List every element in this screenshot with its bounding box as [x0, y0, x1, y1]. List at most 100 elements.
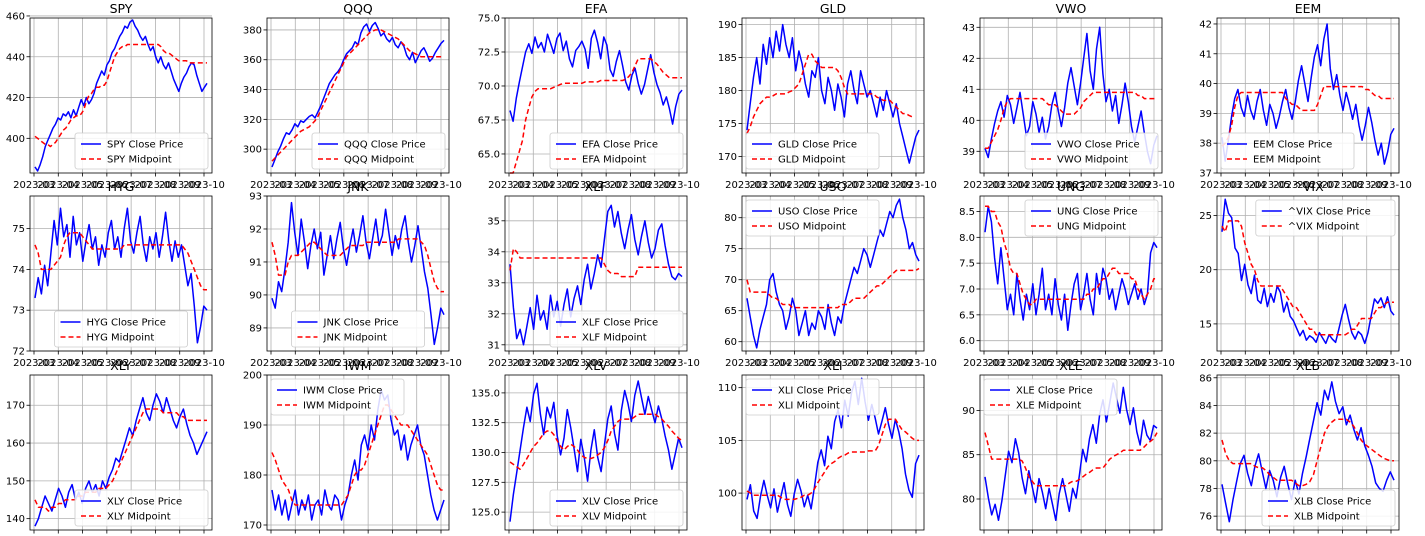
x-tick-label: 2023-08: [847, 180, 889, 191]
y-tick-label: 160: [6, 439, 25, 450]
x-tick-label: 2023-09: [1109, 358, 1151, 369]
legend: QQQ Close Price QQQ Midpoint: [311, 132, 446, 170]
axes-frame: [29, 374, 213, 531]
y-tick-label: 132.5: [471, 418, 500, 429]
subplot-title: QQQ: [343, 1, 373, 16]
y-tick-label: 72: [12, 347, 25, 358]
x-tick-label: 2023-07: [1297, 180, 1339, 191]
x-tick-label: 2023-04: [749, 358, 791, 369]
x-tick-label: 2023-10: [1370, 358, 1412, 369]
legend: XLY Close Price XLY Midpoint: [74, 489, 209, 527]
close-price-line: [509, 204, 683, 346]
axes-frame: [741, 374, 925, 531]
subplot-iwm: IWM1701801902002023-032023-042023-052023…: [243, 358, 450, 534]
midpoint-line: [271, 238, 444, 293]
subplot-ung: UNG6.06.57.07.58.08.52023-032023-042023-…: [959, 179, 1175, 369]
subplot-hyg: HYG727374752023-032023-042023-052023-062…: [12, 179, 225, 369]
x-tick-label: 2023-04: [512, 180, 554, 191]
x-tick-label: 2023-05: [1012, 180, 1054, 191]
y-tick-label: 400: [6, 134, 25, 145]
y-tick-label: 90: [962, 406, 975, 417]
y-tick-label: 420: [6, 93, 25, 104]
x-tick-label: 2023-04: [512, 358, 554, 369]
x-tick-label: 2023-09: [1109, 180, 1151, 191]
x-tick-label: 2023-05: [299, 180, 341, 191]
legend-close-label: EEM Close Price: [1253, 140, 1332, 151]
x-tick-label: 2023-06: [798, 358, 840, 369]
close-price-line: [746, 23, 920, 164]
y-tick-label: 42: [962, 54, 975, 65]
legend: EEM Close Price EEM Midpoint: [1220, 132, 1355, 170]
legend-box: [745, 132, 880, 170]
y-tick-label: 25: [1199, 211, 1212, 222]
x-tick-label: 2023-09: [1346, 358, 1388, 369]
subplot-title: XLF: [585, 179, 608, 194]
axes-frame: [741, 195, 925, 352]
x-tick-label: 2023-03: [13, 180, 55, 191]
x-tick-label: 2023-05: [299, 358, 341, 369]
legend-midpoint-label: XLB Midpoint: [1294, 512, 1360, 523]
x-tick-label: 2023-10: [1133, 180, 1175, 191]
legend: GLD Close Price GLD Midpoint: [745, 132, 880, 170]
y-tick-label: 82: [1199, 429, 1212, 440]
legend-midpoint-label: XLY Midpoint: [107, 512, 171, 523]
legend-box: [1255, 199, 1396, 237]
x-tick-label: 2023-07: [347, 180, 389, 191]
y-tick-label: 33: [487, 278, 500, 289]
x-tick-label: 2023-10: [1133, 358, 1175, 369]
x-tick-label: 2023-04: [749, 180, 791, 191]
legend-box: [549, 489, 684, 527]
legend-midpoint-label: VWO Midpoint: [1057, 155, 1128, 166]
x-tick-label: 2023-03: [725, 180, 767, 191]
axes-frame: [504, 17, 688, 174]
subplot-qqq: QQQ3003203403603802023-032023-042023-052…: [243, 1, 462, 191]
legend-close-label: XLF Close Price: [582, 318, 658, 329]
x-tick-label: 2023-08: [372, 180, 414, 191]
legend-close-label: XLB Close Price: [1294, 497, 1371, 508]
y-tick-label: 65.0: [478, 149, 500, 160]
x-tick-label: 2023-09: [159, 180, 201, 191]
y-tick-label: 8.0: [959, 233, 975, 244]
x-tick-label: 2023-08: [135, 358, 177, 369]
y-tick-label: 75: [12, 224, 25, 235]
legend-close-label: HYG Close Price: [87, 318, 166, 329]
x-tick-label: 2023-05: [62, 358, 104, 369]
legend-box: [983, 378, 1118, 416]
x-tick-label: 2023-06: [1036, 180, 1078, 191]
x-tick-label: 2023-06: [86, 180, 128, 191]
y-tick-label: 170: [243, 521, 262, 532]
x-tick-label: 2023-05: [537, 180, 579, 191]
y-tick-label: 43: [962, 23, 975, 34]
x-tick-label: 2023-06: [323, 180, 365, 191]
y-tick-label: 84: [1199, 401, 1212, 412]
x-tick-label: 2023-03: [488, 358, 530, 369]
x-tick-label: 2023-05: [774, 358, 816, 369]
close-price-line: [984, 205, 1158, 332]
axes-frame: [741, 17, 925, 174]
x-tick-label: 2023-09: [871, 180, 913, 191]
y-tick-label: 39: [1199, 109, 1212, 120]
subplot-title: EEM: [1295, 1, 1322, 16]
y-tick-label: 300: [243, 145, 262, 156]
x-tick-label: 2023-03: [250, 180, 292, 191]
y-tick-label: 42: [1199, 19, 1212, 30]
midpoint-line: [985, 205, 1157, 306]
y-tick-label: 320: [243, 115, 262, 126]
axes-frame: [979, 374, 1163, 531]
x-tick-label: 2023-10: [183, 180, 225, 191]
legend-midpoint-label: XLF Midpoint: [582, 333, 647, 344]
subplot-xlf: XLF31323334352023-032023-042023-052023-0…: [487, 179, 700, 369]
y-tick-label: 200: [243, 371, 262, 382]
subplot-xly: XLY1401501601702023-032023-042023-052023…: [6, 358, 213, 534]
x-tick-label: 2023-05: [537, 358, 579, 369]
y-tick-label: 80: [724, 213, 737, 224]
close-price-line: [509, 29, 683, 125]
axes-frame: [266, 374, 450, 531]
close-price-line: [34, 19, 208, 172]
x-tick-label: 2023-07: [1060, 358, 1102, 369]
y-tick-label: 105: [718, 436, 737, 447]
legend-box: [311, 132, 446, 170]
y-tick-label: 20: [1199, 265, 1212, 276]
x-tick-label: 2023-05: [62, 180, 104, 191]
legend-midpoint-label: JNK Midpoint: [323, 333, 388, 344]
